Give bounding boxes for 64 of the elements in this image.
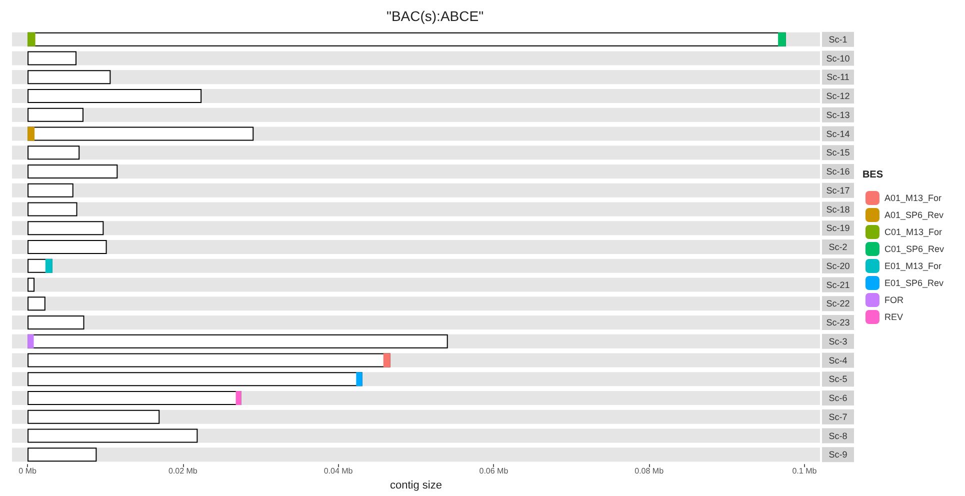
bar (28, 51, 76, 66)
y-tick-label: Sc-7 (828, 412, 848, 422)
bar (28, 278, 35, 292)
bar (28, 89, 202, 104)
legend-label: C01_SP6_Rev (884, 244, 944, 254)
y-tick-label: Sc-21 (826, 280, 850, 290)
legend-label: C01_M13_For (884, 227, 942, 237)
x-tick-label: 0.08 Mb (634, 466, 664, 476)
legend-label: REV (884, 312, 903, 322)
y-tick-label: Sc-5 (828, 374, 848, 384)
y-tick-label: Sc-9 (828, 450, 848, 460)
bar (45, 258, 52, 273)
chart-title: "BAC(s):ABCE" (386, 8, 484, 24)
y-tick-label: Sc-20 (826, 260, 850, 271)
bar (28, 296, 46, 311)
legend-label: A01_SP6_Rev (884, 210, 944, 220)
y-tick-label: Sc-16 (826, 166, 850, 177)
legend-title: BES (862, 170, 884, 180)
bar (28, 164, 118, 179)
bar (28, 240, 107, 254)
y-tick-label: Sc-17 (826, 185, 850, 196)
y-tick-label: Sc-13 (826, 110, 850, 120)
x-tick-label: 0.04 Mb (324, 466, 354, 476)
bar (28, 410, 160, 424)
bar (28, 448, 97, 462)
bar (28, 334, 34, 348)
bar (383, 353, 390, 368)
x-tick-label: 0.1 Mb (792, 466, 818, 476)
y-tick-label: Sc-11 (826, 72, 850, 82)
bar (28, 126, 35, 141)
y-tick-label: Sc-15 (826, 148, 850, 158)
bar (28, 108, 84, 122)
legend-label: E01_M13_For (884, 261, 942, 271)
bar (28, 316, 84, 330)
bar (778, 32, 786, 46)
bar (28, 183, 74, 198)
y-tick-label: Sc-18 (826, 204, 850, 214)
y-tick-label: Sc-3 (828, 336, 848, 346)
bar (28, 146, 80, 160)
legend-label: A01_M13_For (884, 193, 942, 203)
y-tick-label: Sc-2 (828, 242, 848, 252)
legend-label: FOR (884, 295, 904, 305)
y-tick-label: Sc-8 (828, 430, 848, 441)
bar (356, 372, 362, 386)
y-tick-label: Sc-1 (828, 34, 848, 44)
y-tick-label: Sc-6 (828, 393, 848, 404)
bar (28, 70, 111, 84)
bar (28, 428, 198, 443)
x-axis-title: contig size (390, 480, 442, 492)
x-tick-label: 0.02 Mb (168, 466, 198, 476)
y-tick-label: Sc-14 (826, 128, 850, 139)
bar (28, 221, 104, 236)
x-tick-label: 0.06 Mb (479, 466, 509, 476)
y-tick-label: Sc-19 (826, 223, 850, 234)
x-tick-label: 0 Mb (18, 466, 37, 476)
bar (28, 32, 36, 46)
y-tick-label: Sc-12 (826, 91, 850, 102)
y-tick-label: Sc-22 (826, 298, 850, 309)
y-tick-label: Sc-10 (826, 53, 850, 64)
bar (236, 391, 242, 406)
y-tick-label: Sc-4 (828, 355, 848, 366)
bar (28, 202, 78, 216)
legend-label: E01_SP6_Rev (884, 278, 944, 288)
y-tick-label: Sc-23 (826, 318, 850, 328)
